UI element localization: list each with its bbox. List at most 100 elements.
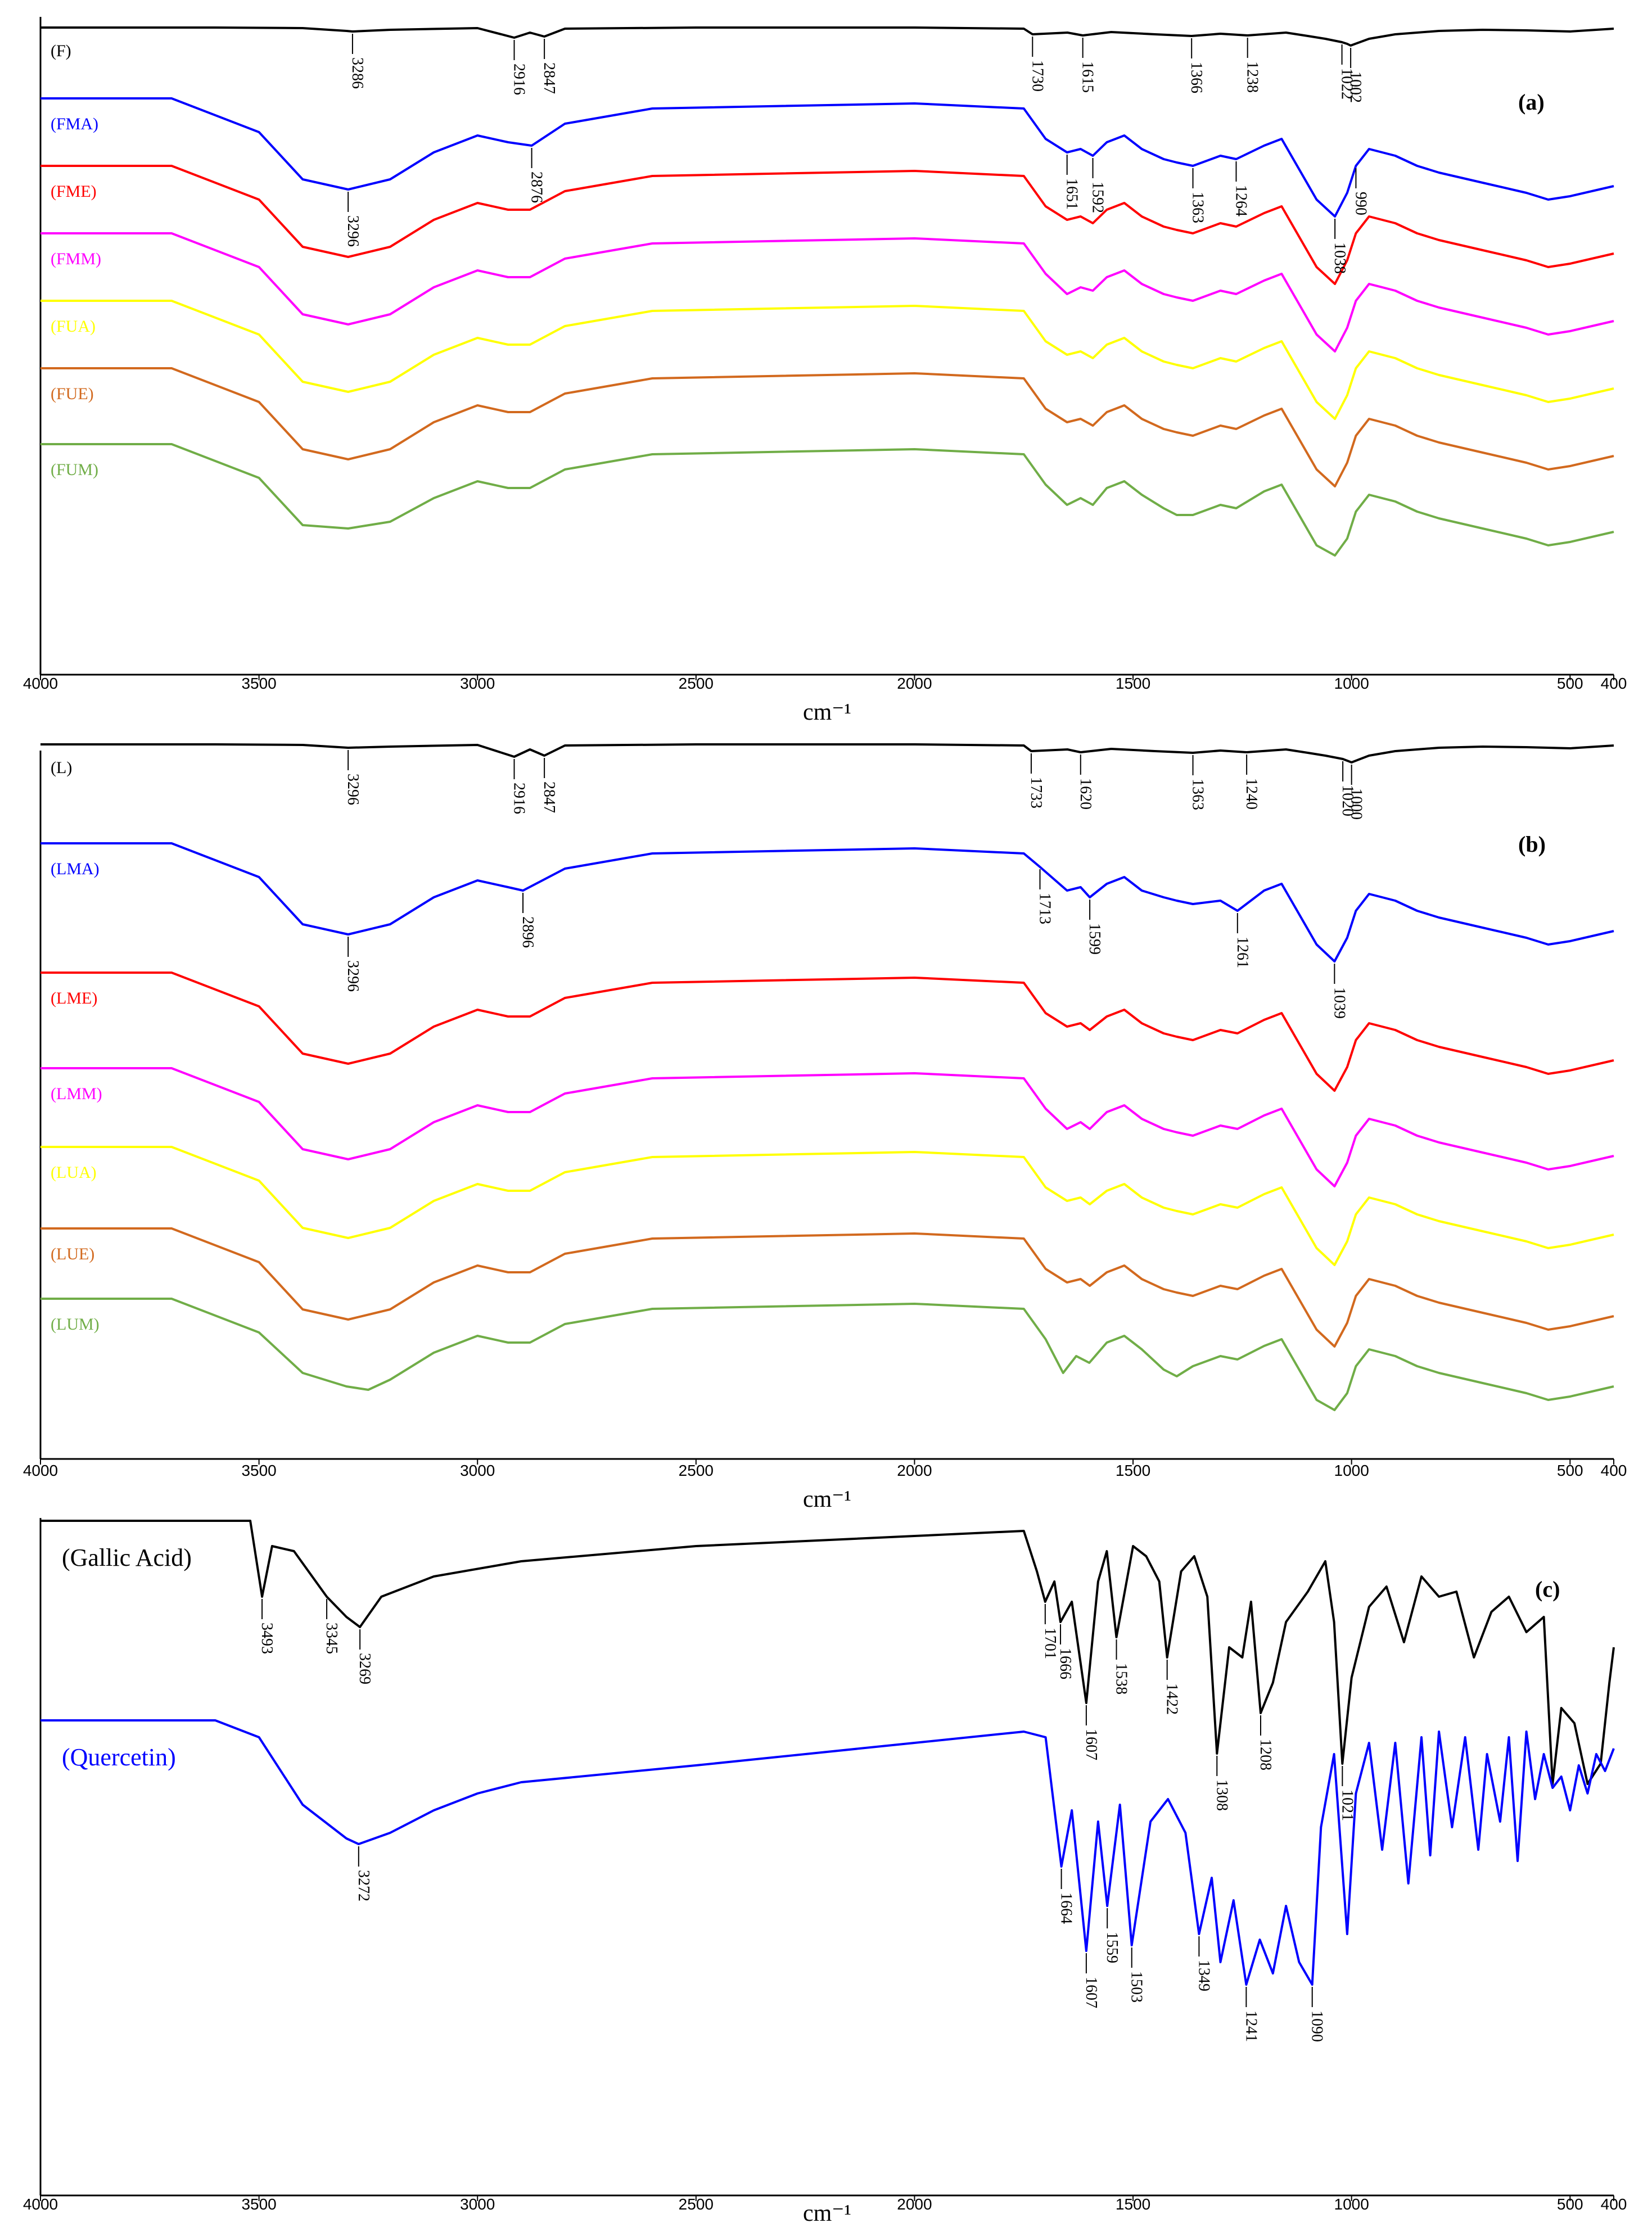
series-label: (FUM) xyxy=(51,460,98,479)
annotation-label: 1607 xyxy=(1082,1729,1100,1760)
series-line xyxy=(40,26,1614,47)
annotation-label: 1363 xyxy=(1189,779,1207,810)
x-tick-label: 500 xyxy=(1557,675,1583,692)
x-tick-label: 3000 xyxy=(460,675,495,692)
panel-label: (a) xyxy=(1518,89,1545,115)
annotation-label: 1039 xyxy=(1330,987,1348,1019)
x-tick-label: 3500 xyxy=(241,675,276,692)
annotation-label: 1240 xyxy=(1243,778,1260,810)
series-label: (FUA) xyxy=(51,317,96,336)
x-tick-label: 4000 xyxy=(23,675,58,692)
annotation-label: 1238 xyxy=(1244,61,1261,93)
x-tick-label: 1000 xyxy=(1334,675,1369,692)
x-tick-label: 1000 xyxy=(1334,1462,1369,1479)
series-line xyxy=(40,232,1614,353)
x-tick-label: 3000 xyxy=(460,2195,495,2213)
series-line xyxy=(40,1520,1615,1785)
annotation-label: 1020 xyxy=(1339,785,1356,816)
annotation-label: 1363 xyxy=(1189,192,1207,223)
annotation-label: 1701 xyxy=(1041,1628,1059,1659)
series-label: (LUE) xyxy=(51,1245,94,1263)
x-tick-label: 2500 xyxy=(679,2195,714,2213)
panel-c: 4000 3500 3000 2500 2000 1500 1000 500 400 cm⁻¹ (c… xyxy=(23,1518,1627,2223)
series-label: (LMM) xyxy=(51,1085,102,1103)
annotation-label: 1503 xyxy=(1128,1971,1145,2003)
annotation-label: 1422 xyxy=(1163,1683,1181,1715)
series-line xyxy=(40,165,1614,285)
x-tick-label: 3000 xyxy=(460,1462,495,1479)
annotation-label: 3286 xyxy=(349,57,366,89)
x-tick-label: 2000 xyxy=(897,1462,932,1479)
annotation-label: 3493 xyxy=(258,1623,276,1654)
series-label: (F) xyxy=(51,42,71,60)
panel-label: (c) xyxy=(1535,1576,1560,1602)
x-tick-label: 400 xyxy=(1601,675,1627,692)
annotation-label: 1261 xyxy=(1234,937,1251,968)
x-tick-label: 4000 xyxy=(23,2195,58,2213)
annotation-label: 1651 xyxy=(1063,178,1081,210)
x-tick-label: 500 xyxy=(1557,2195,1583,2213)
panel-a: 4000 3500 3000 2500 2000 1500 1000 500 400 cm⁻¹ (a… xyxy=(23,17,1627,725)
annotation-label: 1713 xyxy=(1036,893,1054,924)
series-line xyxy=(40,743,1614,763)
annotation-label: 1664 xyxy=(1058,1892,1075,1924)
series-line xyxy=(40,1227,1614,1348)
annotation-label: 3296 xyxy=(344,774,362,805)
annotation-label: 2916 xyxy=(511,783,528,814)
annotation-label: 1002 xyxy=(1347,71,1364,103)
series-line xyxy=(40,842,1614,963)
annotation-label: 1021 xyxy=(1338,1790,1356,1821)
series-label: (FMA) xyxy=(51,115,98,133)
series-line xyxy=(40,1146,1614,1266)
series-line xyxy=(40,443,1614,557)
x-tick-label: 2000 xyxy=(897,675,932,692)
annotation-label: 990 xyxy=(1352,192,1369,215)
x-tick-label: 400 xyxy=(1601,2195,1627,2213)
x-tick-label: 3500 xyxy=(241,1462,276,1479)
annotation-label: 1349 xyxy=(1195,1960,1212,1991)
panel-b: 4000 3500 3000 2500 2000 1500 1000 500 400 cm⁻¹ (b… xyxy=(23,743,1627,1512)
annotation-label: 1241 xyxy=(1242,2010,1260,2042)
x-tick-label: 3500 xyxy=(241,2195,276,2213)
x-tick-label: 2000 xyxy=(897,2195,932,2213)
annotation-label: 3345 xyxy=(323,1623,340,1654)
annotation-label: 2847 xyxy=(540,781,558,813)
annotation-label: 3296 xyxy=(344,960,362,992)
annotation-label: 1022 xyxy=(1338,68,1356,100)
panel-label: (b) xyxy=(1518,832,1546,857)
annotation-label: 1308 xyxy=(1213,1779,1230,1811)
annotation-label: 2876 xyxy=(528,171,545,203)
x-tick-label: 1500 xyxy=(1116,675,1150,692)
x-axis-label: cm⁻¹ xyxy=(803,1486,851,1512)
annotation-label: 1620 xyxy=(1077,778,1094,810)
annotation-label: 1592 xyxy=(1089,182,1107,213)
annotation-label: 1208 xyxy=(1257,1739,1274,1770)
x-tick-label: 500 xyxy=(1557,1462,1583,1479)
series-line xyxy=(40,972,1614,1092)
series-label: (L) xyxy=(51,758,72,777)
annotation-label: 1559 xyxy=(1103,1932,1121,1963)
x-tick-label: 1000 xyxy=(1334,2195,1369,2213)
series-line xyxy=(40,1298,1614,1411)
series-label: (LMA) xyxy=(51,860,100,878)
x-tick-label: 4000 xyxy=(23,1462,58,1479)
series-label: (LUM) xyxy=(51,1315,100,1334)
annotation-label: 1615 xyxy=(1079,61,1096,93)
annotation-label: 3272 xyxy=(355,1870,372,1901)
series-line xyxy=(40,300,1614,420)
annotation-label: 1666 xyxy=(1057,1648,1074,1679)
series-label: (LME) xyxy=(51,989,97,1007)
x-axis-label: cm⁻¹ xyxy=(803,2201,851,2223)
x-tick-label: 2500 xyxy=(679,675,714,692)
series-line xyxy=(40,1719,1615,1986)
annotation-label: 2896 xyxy=(519,916,536,948)
annotation-label: 1607 xyxy=(1082,1977,1100,2008)
annotation-label: 2847 xyxy=(540,62,558,94)
x-tick-label: 1500 xyxy=(1116,2195,1150,2213)
annotation-label: 1264 xyxy=(1232,185,1249,216)
series-label: (Quercetin) xyxy=(62,1743,176,1771)
series-label: (FME) xyxy=(51,182,97,201)
annotation-label: 1538 xyxy=(1113,1663,1130,1695)
series-line xyxy=(40,367,1614,487)
